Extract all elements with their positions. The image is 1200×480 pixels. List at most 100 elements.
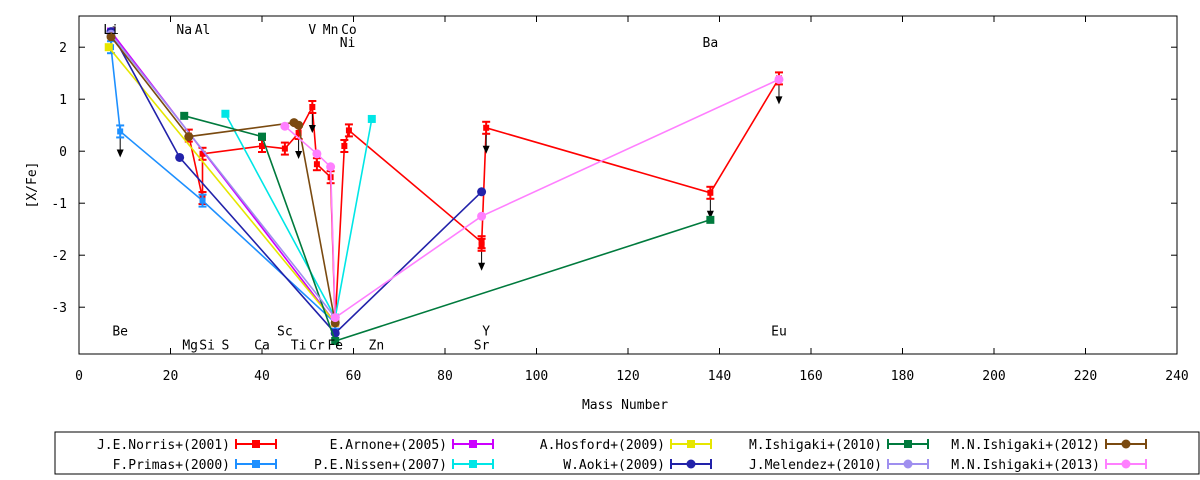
element-label: Mn <box>323 23 339 38</box>
element-label: Y <box>482 325 490 340</box>
series-line <box>110 31 483 335</box>
series-line <box>110 31 336 324</box>
element-label: Na <box>176 23 192 38</box>
data-point <box>258 132 266 141</box>
data-point-marker <box>309 104 316 110</box>
legend-label: W.Aoki+(2009) <box>563 458 665 473</box>
data-point-marker <box>295 130 302 136</box>
element-label: Fe <box>327 339 343 354</box>
x-tick-label: 160 <box>799 369 822 384</box>
ticks-layer: 0 20 40 60 80 100 120 140 160 180 200 220 240 -3 -2 -1 0… <box>51 16 1189 384</box>
plot-frame <box>78 15 1178 355</box>
data-point-marker <box>483 124 490 131</box>
series-line <box>110 33 336 319</box>
series-7 <box>106 29 340 323</box>
data-point-marker <box>259 143 265 149</box>
element-label: Be <box>112 325 128 340</box>
element-label: Ca <box>254 339 270 354</box>
y-tick-label: -1 <box>51 197 67 212</box>
legend-swatch-marker <box>469 440 477 448</box>
y-tick-label: -3 <box>51 301 67 316</box>
x-tick-label: 200 <box>982 369 1005 384</box>
y-tick-label: 2 <box>59 41 67 56</box>
x-tick-label: 0 <box>75 369 83 384</box>
y-tick-label: 0 <box>59 145 67 160</box>
x-axis-title: Mass Number <box>582 398 668 413</box>
legend-label: J.Melendez+(2010) <box>749 458 882 473</box>
legend-label: A.Hosford+(2009) <box>540 438 665 453</box>
data-point-marker <box>313 161 320 168</box>
x-tick-label: 80 <box>437 369 453 384</box>
data-point <box>184 132 194 142</box>
element-label: Sr <box>474 339 490 354</box>
data-point <box>326 162 336 172</box>
x-tick-label: 140 <box>708 369 731 384</box>
element-label: Cr <box>309 339 325 354</box>
data-point-marker <box>345 127 352 134</box>
y-tick-label: 1 <box>59 93 67 108</box>
data-point <box>331 337 340 345</box>
legend-swatch-marker <box>252 440 260 448</box>
upper-limit-arrowhead <box>308 125 316 133</box>
series-line <box>110 47 336 324</box>
legend-label: M.N.Ishigaki+(2012) <box>951 438 1100 453</box>
x-tick-label: 240 <box>1165 369 1188 384</box>
upper-limit-arrowhead <box>775 96 783 105</box>
data-point-marker <box>341 143 348 149</box>
legend-label: M.Ishigaki+(2010) <box>749 438 882 453</box>
element-label: Ba <box>703 36 719 51</box>
series-0 <box>184 71 783 330</box>
legend-swatch-marker <box>252 460 260 468</box>
upper-limit-arrowhead <box>116 149 124 158</box>
x-tick-label: 180 <box>891 369 914 384</box>
element-label: Zn <box>369 339 385 354</box>
series-9 <box>280 74 784 323</box>
data-point <box>774 74 784 84</box>
series-line <box>188 77 780 323</box>
data-point <box>180 111 189 120</box>
element-label: V <box>308 23 316 38</box>
data-point <box>280 121 290 131</box>
data-point <box>312 149 322 159</box>
element-label: Sc <box>277 325 293 340</box>
series-line <box>284 78 780 320</box>
element-label: Co <box>341 23 357 38</box>
element-label: S <box>221 339 229 354</box>
data-point-marker <box>199 150 206 157</box>
data-point <box>330 313 340 323</box>
x-tick-label: 20 <box>163 369 179 384</box>
y-axis-title: [X/Fe] <box>25 162 40 209</box>
legend-swatch-marker <box>904 440 912 448</box>
series-line <box>108 46 336 324</box>
data-point-marker <box>117 128 124 135</box>
upper-limit-arrowhead <box>706 210 714 219</box>
data-point <box>367 114 376 123</box>
x-tick-label: 60 <box>346 369 362 384</box>
data-point <box>477 187 487 197</box>
data-point <box>706 215 715 224</box>
upper-limit-arrowhead <box>295 151 303 159</box>
data-point <box>294 120 304 130</box>
series-6 <box>180 111 715 345</box>
legend: J.E.Norris+(2001) F.Primas+(2000) E.Arnone… <box>97 438 1147 473</box>
data-point-marker <box>281 145 288 152</box>
data-point <box>104 43 113 52</box>
element-label: Eu <box>771 325 787 340</box>
legend-label: F.Primas+(2000) <box>113 458 230 473</box>
legend-swatch-marker <box>687 440 695 448</box>
series-8 <box>106 32 340 328</box>
legend-label: J.E.Norris+(2001) <box>97 438 230 453</box>
legend-swatch-marker <box>1121 439 1131 449</box>
legend-swatch-marker <box>903 459 913 469</box>
legend-swatch-marker <box>1121 459 1131 469</box>
legend-label: M.N.Ishigaki+(2013) <box>951 458 1100 473</box>
element-label: Mg <box>182 339 198 354</box>
legend-box <box>54 431 1200 475</box>
element-label: Ti <box>291 339 307 354</box>
data-point <box>106 32 116 42</box>
element-label: Ni <box>340 36 356 51</box>
element-label: Al <box>195 23 211 38</box>
legend-swatch-marker <box>686 459 696 469</box>
